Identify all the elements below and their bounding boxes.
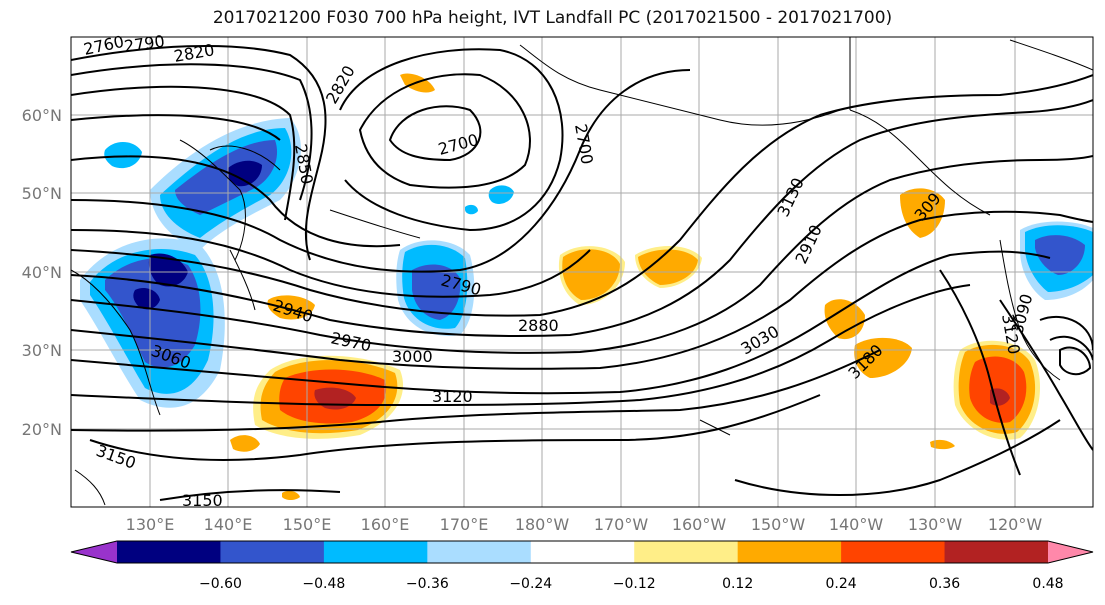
lon-label: 160°E	[361, 515, 410, 534]
lat-label: 20°N	[22, 420, 62, 439]
lon-labels: 130°E 140°E 150°E 160°E 170°E 180°W 170°…	[126, 515, 1043, 534]
map-frame	[70, 36, 1094, 508]
colorbar-segment	[944, 541, 1049, 563]
contour-label: 3120	[432, 387, 473, 406]
contour-label: 2880	[518, 316, 559, 335]
colorbar-tick-label: 0.48	[1032, 576, 1063, 592]
lat-label: 60°N	[22, 106, 62, 125]
colorbar-segment	[841, 541, 946, 563]
colorbar-tick-label: 0.12	[722, 576, 753, 592]
contour-label: 3000	[392, 347, 433, 366]
colorbar-tick-label: −0.60	[199, 576, 242, 592]
lon-label: 140°E	[204, 515, 253, 534]
colorbar-tick-label: −0.24	[509, 576, 552, 592]
colorbar-tick-label: −0.36	[406, 576, 449, 592]
lon-label: 130°W	[908, 515, 963, 534]
colorbar-segment	[427, 541, 532, 563]
lat-label: 30°N	[22, 341, 62, 360]
contour-label: 3150	[182, 491, 223, 510]
lat-labels: 60°N 50°N 40°N 30°N 20°N	[22, 106, 62, 439]
map-title: 2017021200 F030 700 hPa height, IVT Land…	[212, 8, 893, 28]
colorbar-segment	[634, 541, 739, 563]
lon-label: 150°W	[751, 515, 806, 534]
colorbar-segment	[117, 541, 221, 563]
lon-label: 170°W	[594, 515, 649, 534]
colorbar-segment	[737, 541, 842, 563]
colorbar-extend-high	[1048, 541, 1093, 563]
lon-label: 150°E	[283, 515, 332, 534]
lat-label: 50°N	[22, 184, 62, 203]
colorbar-tick-label: −0.12	[613, 576, 656, 592]
colorbar-tick-label: 0.36	[929, 576, 960, 592]
colorbar-extend-low	[71, 541, 117, 563]
colorbar-ticks: −0.60 −0.48 −0.36 −0.24 −0.12 0.12 0.24 0.36 0.4…	[199, 576, 1064, 592]
colorbar-segment	[220, 541, 325, 563]
lon-label: 170°E	[440, 515, 489, 534]
lat-label: 40°N	[22, 263, 62, 282]
colorbar-segments	[117, 541, 1049, 563]
contour-labels: 2760 2790 2820 2820 2850 2700 2700 2790 …	[82, 31, 1037, 510]
lon-label: 180°W	[515, 515, 570, 534]
lon-label: 130°E	[126, 515, 175, 534]
lon-label: 120°W	[988, 515, 1043, 534]
colorbar-tick-label: −0.48	[302, 576, 345, 592]
height-contours	[71, 44, 1093, 501]
colorbar-tick-label: 0.24	[826, 576, 857, 592]
colorbar-segment	[530, 541, 635, 563]
colorbar-segment	[323, 541, 428, 563]
lon-label: 160°W	[672, 515, 727, 534]
colorbar: −0.60 −0.48 −0.36 −0.24 −0.12 0.12 0.24 0.36 0.4…	[70, 540, 1094, 592]
lon-label: 140°W	[829, 515, 884, 534]
